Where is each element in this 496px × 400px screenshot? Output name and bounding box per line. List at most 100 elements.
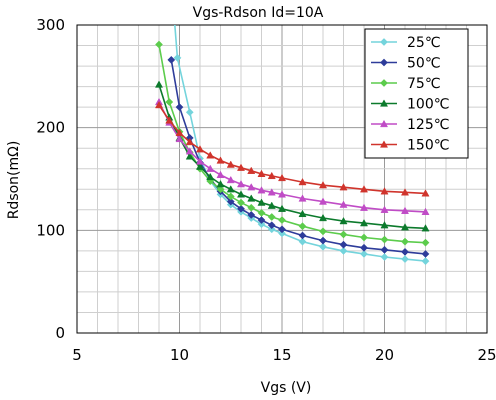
series-2 bbox=[167, 55, 430, 258]
series-marker bbox=[195, 162, 205, 170]
y-tick-label: 200 bbox=[36, 119, 65, 137]
series-marker bbox=[267, 171, 276, 180]
series-marker bbox=[226, 197, 235, 206]
series-marker bbox=[247, 203, 256, 212]
series-marker bbox=[318, 181, 328, 189]
x-tick-label: 15 bbox=[272, 346, 291, 364]
series-marker bbox=[298, 237, 307, 246]
series-marker bbox=[206, 172, 215, 181]
x-tick-label: 25 bbox=[477, 346, 496, 364]
series-marker bbox=[421, 257, 430, 266]
series-marker bbox=[185, 147, 194, 155]
series-marker bbox=[339, 246, 348, 255]
series-marker bbox=[267, 213, 276, 221]
legend-marker bbox=[380, 58, 388, 67]
legend-marker bbox=[379, 99, 389, 107]
series-marker bbox=[380, 253, 389, 261]
x-tick-label: 5 bbox=[72, 346, 82, 364]
y-tick-label: 100 bbox=[36, 221, 65, 239]
series-marker bbox=[257, 186, 266, 194]
y-axis-ticks: 0 100 200 300 bbox=[36, 16, 65, 342]
series-marker bbox=[226, 185, 235, 193]
series-marker bbox=[298, 231, 307, 240]
series-marker bbox=[154, 80, 164, 88]
series-marker bbox=[421, 249, 430, 258]
series-marker bbox=[400, 206, 410, 214]
series-marker bbox=[154, 100, 164, 109]
series-marker bbox=[380, 205, 389, 213]
legend-box bbox=[364, 28, 469, 159]
series-marker bbox=[237, 204, 245, 213]
series-marker bbox=[226, 175, 235, 184]
legend-marker bbox=[380, 38, 388, 46]
series-marker bbox=[298, 222, 307, 231]
series-marker bbox=[216, 170, 225, 179]
series-marker bbox=[298, 177, 307, 186]
series-marker bbox=[185, 152, 194, 160]
series-marker bbox=[298, 209, 307, 218]
series-marker bbox=[401, 247, 409, 256]
series-marker bbox=[339, 183, 348, 191]
series-marker bbox=[278, 216, 286, 225]
series-marker bbox=[339, 240, 348, 249]
series-marker bbox=[236, 190, 246, 198]
series-marker bbox=[421, 238, 430, 247]
series-marker bbox=[185, 108, 194, 117]
series-marker bbox=[267, 188, 276, 196]
series-marker bbox=[277, 204, 287, 212]
legend-marker bbox=[379, 140, 389, 148]
series-marker bbox=[359, 203, 369, 211]
chart-title: Vgs-Rdson Id=10A bbox=[193, 5, 324, 21]
legend-label: 25℃ bbox=[407, 35, 441, 51]
series-marker bbox=[247, 210, 256, 219]
series-marker bbox=[236, 163, 246, 171]
series-marker bbox=[319, 242, 327, 251]
series-6 bbox=[154, 100, 430, 197]
series-marker bbox=[257, 169, 266, 177]
x-axis-label: Vgs (V) bbox=[261, 380, 312, 396]
y-tick-label: 0 bbox=[55, 324, 65, 342]
series-marker bbox=[257, 216, 266, 225]
series-marker bbox=[360, 243, 368, 252]
series-3 bbox=[155, 40, 430, 247]
series-marker bbox=[195, 145, 205, 153]
series-marker bbox=[173, 53, 182, 62]
series-marker bbox=[421, 224, 430, 232]
series-marker bbox=[175, 128, 184, 136]
legend-label: 50℃ bbox=[407, 56, 441, 72]
legend-label: 100℃ bbox=[407, 97, 449, 113]
series-marker bbox=[359, 219, 369, 227]
series-marker bbox=[318, 213, 328, 222]
series-marker bbox=[237, 198, 245, 207]
x-axis-ticks: 5 10 15 20 25 bbox=[72, 346, 496, 364]
legend: 25℃ 50℃ 75℃ 100℃ 125℃ 150℃ bbox=[364, 28, 469, 159]
series-marker bbox=[216, 156, 225, 164]
series-marker bbox=[257, 220, 266, 229]
series-marker bbox=[278, 229, 286, 238]
series-marker bbox=[401, 237, 409, 246]
series-marker bbox=[165, 98, 174, 106]
series-marker bbox=[380, 235, 389, 244]
series-marker bbox=[278, 225, 286, 234]
series-marker bbox=[185, 137, 194, 146]
series-marker bbox=[267, 225, 276, 234]
series-marker bbox=[195, 157, 205, 165]
legend-marker bbox=[380, 79, 388, 87]
plot-area-frame bbox=[76, 24, 488, 334]
data-series bbox=[154, 25, 430, 266]
series-marker bbox=[226, 160, 235, 168]
series-marker bbox=[267, 221, 276, 230]
series-marker bbox=[339, 216, 348, 225]
series-marker bbox=[298, 194, 307, 202]
series-marker bbox=[380, 187, 389, 195]
series-marker bbox=[206, 151, 215, 159]
series-marker bbox=[247, 183, 256, 191]
y-axis-label: Rdson(mΩ) bbox=[6, 141, 22, 220]
series-marker bbox=[206, 164, 215, 172]
series-marker bbox=[247, 166, 256, 174]
series-marker bbox=[257, 208, 266, 217]
series-marker bbox=[400, 223, 410, 231]
series-marker bbox=[175, 103, 184, 112]
series-marker bbox=[247, 194, 256, 202]
